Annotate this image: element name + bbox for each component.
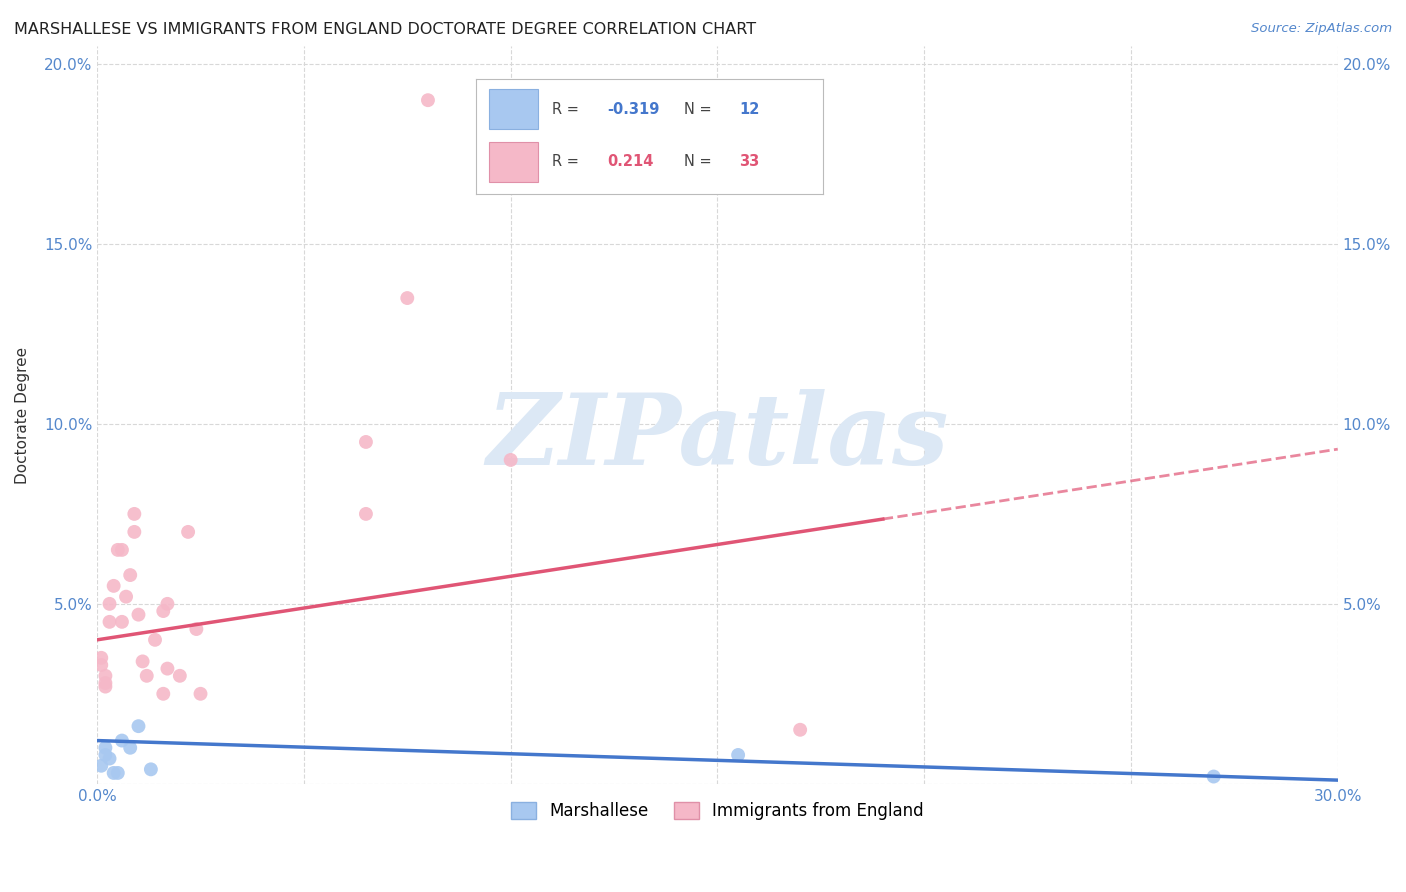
Text: Source: ZipAtlas.com: Source: ZipAtlas.com xyxy=(1251,22,1392,36)
Point xyxy=(727,747,749,762)
Point xyxy=(94,676,117,690)
Point xyxy=(354,434,377,449)
Point xyxy=(103,579,125,593)
Y-axis label: Doctorate Degree: Doctorate Degree xyxy=(15,346,30,483)
Point xyxy=(169,669,191,683)
Point xyxy=(1202,770,1225,784)
Point xyxy=(131,654,153,668)
Point xyxy=(111,615,134,629)
Point xyxy=(152,687,174,701)
Point xyxy=(107,766,129,780)
Point xyxy=(111,542,134,557)
Point xyxy=(156,662,179,676)
Point xyxy=(127,719,149,733)
Point xyxy=(139,762,162,776)
Point xyxy=(127,607,149,622)
Point xyxy=(98,615,121,629)
Point xyxy=(416,93,439,107)
Point xyxy=(98,597,121,611)
Point xyxy=(120,568,142,582)
Point xyxy=(354,507,377,521)
Point xyxy=(186,622,208,636)
Point xyxy=(152,604,174,618)
Point xyxy=(789,723,811,737)
Point xyxy=(396,291,419,305)
Point xyxy=(94,747,117,762)
Point xyxy=(143,632,166,647)
Point xyxy=(107,542,129,557)
Point xyxy=(190,687,212,701)
Point xyxy=(94,680,117,694)
Legend: Marshallese, Immigrants from England: Marshallese, Immigrants from England xyxy=(505,796,931,827)
Point xyxy=(98,751,121,765)
Point xyxy=(124,507,146,521)
Point xyxy=(156,597,179,611)
Point xyxy=(90,650,112,665)
Point xyxy=(90,758,112,772)
Point xyxy=(135,669,157,683)
Point xyxy=(499,453,522,467)
Point xyxy=(94,669,117,683)
Point xyxy=(177,524,200,539)
Point xyxy=(115,590,138,604)
Point xyxy=(94,740,117,755)
Text: ZIPatlas: ZIPatlas xyxy=(486,389,949,485)
Point xyxy=(90,658,112,673)
Point xyxy=(103,766,125,780)
Point xyxy=(120,740,142,755)
Text: MARSHALLESE VS IMMIGRANTS FROM ENGLAND DOCTORATE DEGREE CORRELATION CHART: MARSHALLESE VS IMMIGRANTS FROM ENGLAND D… xyxy=(14,22,756,37)
Point xyxy=(111,733,134,747)
Point xyxy=(124,524,146,539)
